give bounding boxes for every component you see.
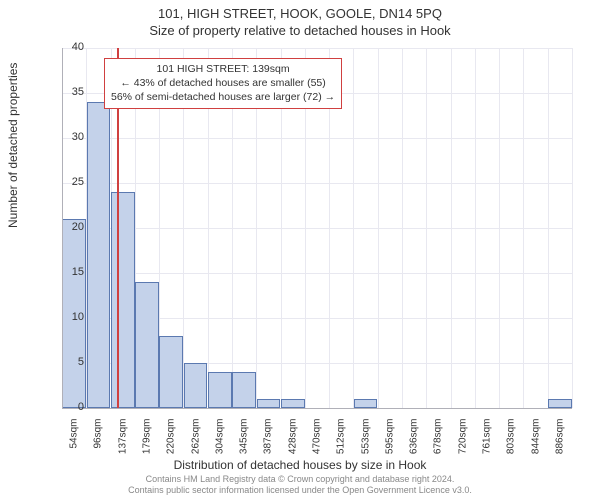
y-axis-label: Number of detached properties xyxy=(6,63,20,228)
x-tick-label: 345sqm xyxy=(239,419,250,463)
annotation-line: ← 43% of detached houses are smaller (55… xyxy=(111,76,335,90)
x-tick-label: 54sqm xyxy=(69,419,80,463)
chart-container: 101, HIGH STREET, HOOK, GOOLE, DN14 5PQ … xyxy=(0,0,600,500)
histogram-bar xyxy=(87,102,111,408)
x-tick-label: 387sqm xyxy=(263,419,274,463)
x-tick-label: 803sqm xyxy=(506,419,517,463)
footer-line1: Contains HM Land Registry data © Crown c… xyxy=(0,474,600,485)
annotation-line: 56% of semi-detached houses are larger (… xyxy=(111,90,335,104)
x-tick-label: 636sqm xyxy=(409,419,420,463)
gridline-v xyxy=(572,48,573,408)
gridline-v xyxy=(499,48,500,408)
y-tick-label: 40 xyxy=(54,41,84,53)
y-tick-label: 0 xyxy=(54,401,84,413)
histogram-bar xyxy=(184,363,208,408)
y-tick-label: 15 xyxy=(54,266,84,278)
x-tick-label: 262sqm xyxy=(190,419,201,463)
x-tick-label: 512sqm xyxy=(336,419,347,463)
gridline-v xyxy=(353,48,354,408)
x-tick-label: 761sqm xyxy=(482,419,493,463)
gridline-h xyxy=(62,273,572,274)
y-tick-label: 5 xyxy=(54,356,84,368)
x-tick-label: 595sqm xyxy=(384,419,395,463)
title-address: 101, HIGH STREET, HOOK, GOOLE, DN14 5PQ xyxy=(0,6,600,21)
annotation-line: 101 HIGH STREET: 139sqm xyxy=(111,62,335,76)
x-tick-label: 886sqm xyxy=(554,419,565,463)
histogram-bar xyxy=(111,192,135,408)
x-tick-label: 304sqm xyxy=(214,419,225,463)
gridline-v xyxy=(451,48,452,408)
x-axis-line xyxy=(62,408,572,409)
x-tick-label: 96sqm xyxy=(93,419,104,463)
y-tick-label: 10 xyxy=(54,311,84,323)
footer-attribution: Contains HM Land Registry data © Crown c… xyxy=(0,474,600,497)
x-tick-label: 678sqm xyxy=(433,419,444,463)
gridline-v xyxy=(548,48,549,408)
x-tick-label: 137sqm xyxy=(117,419,128,463)
gridline-v xyxy=(475,48,476,408)
y-tick-label: 25 xyxy=(54,176,84,188)
title-block: 101, HIGH STREET, HOOK, GOOLE, DN14 5PQ … xyxy=(0,0,600,38)
y-tick-label: 30 xyxy=(54,131,84,143)
y-tick-label: 20 xyxy=(54,221,84,233)
title-subtitle: Size of property relative to detached ho… xyxy=(0,23,600,38)
histogram-bar xyxy=(135,282,159,408)
gridline-h xyxy=(62,183,572,184)
gridline-v xyxy=(426,48,427,408)
x-tick-label: 220sqm xyxy=(166,419,177,463)
histogram-bar xyxy=(548,399,572,408)
histogram-bar xyxy=(257,399,281,408)
footer-line2: Contains public sector information licen… xyxy=(0,485,600,496)
x-tick-label: 844sqm xyxy=(530,419,541,463)
gridline-v xyxy=(378,48,379,408)
gridline-h xyxy=(62,228,572,229)
histogram-bar xyxy=(232,372,256,408)
histogram-bar xyxy=(281,399,305,408)
histogram-bar xyxy=(354,399,378,408)
gridline-v xyxy=(402,48,403,408)
x-tick-label: 720sqm xyxy=(457,419,468,463)
x-tick-label: 470sqm xyxy=(312,419,323,463)
annotation-box: 101 HIGH STREET: 139sqm← 43% of detached… xyxy=(104,58,342,109)
y-tick-label: 35 xyxy=(54,86,84,98)
x-tick-label: 553sqm xyxy=(360,419,371,463)
histogram-bar xyxy=(208,372,232,408)
histogram-bar xyxy=(159,336,183,408)
gridline-h xyxy=(62,138,572,139)
gridline-h xyxy=(62,48,572,49)
gridline-v xyxy=(523,48,524,408)
x-tick-label: 428sqm xyxy=(287,419,298,463)
x-tick-label: 179sqm xyxy=(142,419,153,463)
